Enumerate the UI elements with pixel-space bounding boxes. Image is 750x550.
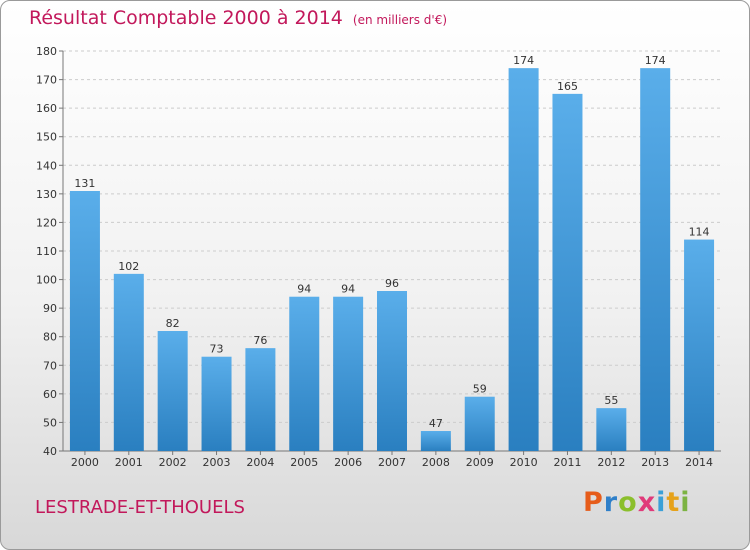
y-tick-label: 80 [43,331,57,344]
y-tick-label: 110 [36,245,57,258]
y-tick-label: 160 [36,102,57,115]
y-tick-label: 60 [43,388,57,401]
x-tick-label-2007: 2007 [378,456,406,469]
data-label-2006: 94 [341,283,355,296]
bar-2001 [113,273,144,451]
bar-2004 [245,348,276,451]
y-tick-label: 70 [43,359,57,372]
data-label-2009: 59 [473,383,487,396]
logo-letter: x [637,487,657,518]
y-tick-label: 40 [43,445,57,458]
logo-letter: P [583,487,604,518]
x-tick-label-2010: 2010 [510,456,538,469]
y-tick-label: 130 [36,188,57,201]
bar-2012 [596,408,627,451]
bar-2006 [333,296,364,451]
data-label-2008: 47 [429,417,443,430]
bar-chart: 40 50 60 70 80 90 100 110 120 130 140 150 160 170 180 2… [36,45,721,469]
data-label-2013: 174 [645,54,666,67]
bar-2010 [508,68,539,452]
data-label-2005: 94 [297,283,311,296]
data-label-2011: 165 [557,80,578,93]
label-layer: 131 102 82 73 76 94 94 96 47 59 174 165 55 174 114 [74,54,709,430]
logo-letter: o [618,487,638,518]
data-label-2001: 102 [118,260,139,273]
x-tick-label-2005: 2005 [290,456,318,469]
y-tick-label: 50 [43,416,57,429]
bar-2011 [552,93,583,451]
title-text: Résultat Comptable 2000 à 2014 [29,7,343,29]
y-tick-label: 90 [43,302,57,315]
data-label-2002: 82 [166,317,180,330]
x-tick-label-2009: 2009 [466,456,494,469]
bar-2003 [201,356,232,451]
y-tick-label: 180 [36,45,57,58]
bar-layer [69,68,715,452]
x-tick-label-2014: 2014 [685,456,713,469]
y-tick-label: 120 [36,216,57,229]
unit-label: (en milliers d'€) [352,13,448,27]
x-tick-label-2000: 2000 [71,456,99,469]
y-tick-label: 100 [36,274,57,287]
data-label-2012: 55 [604,394,618,407]
logo-letter: i [680,487,691,518]
bar-2014 [684,239,715,451]
x-tick-label-2006: 2006 [334,456,362,469]
axis-layer: 40 50 60 70 80 90 100 110 120 130 140 150 160 170 180 2… [36,45,721,469]
bar-2013 [640,68,671,452]
y-tick-label: 150 [36,131,57,144]
proxiti-logo: Proxiti [583,487,691,518]
chart-title: Résultat Comptable 2000 à 2014 (en millie… [29,7,447,29]
x-tick-label-2004: 2004 [246,456,274,469]
commune-name: LESTRADE-ET-THOUELS [35,497,245,518]
logo-letter: t [666,487,681,518]
bar-2007 [377,291,407,451]
bar-2005 [289,296,320,451]
data-label-2003: 73 [210,343,224,356]
x-tick-label-2011: 2011 [553,456,581,469]
data-label-2014: 114 [689,226,710,239]
x-tick-label-2002: 2002 [159,456,187,469]
x-tick-label-2008: 2008 [422,456,450,469]
bar-2009 [464,396,495,451]
x-tick-label-2012: 2012 [597,456,625,469]
x-tick-label-2013: 2013 [641,456,669,469]
bar-2008 [420,431,451,451]
data-label-2004: 76 [253,334,267,347]
y-tick-label: 170 [36,74,57,87]
logo-letter: r [603,487,619,518]
bar-2000 [69,191,100,451]
x-tick-label-2003: 2003 [203,456,231,469]
y-tick-label: 140 [36,159,57,172]
bar-2002 [157,331,188,451]
data-label-2000: 131 [74,177,95,190]
data-label-2007: 96 [385,277,399,290]
data-label-2010: 174 [513,54,534,67]
logo-letter: i [656,487,667,518]
x-tick-label-2001: 2001 [115,456,143,469]
